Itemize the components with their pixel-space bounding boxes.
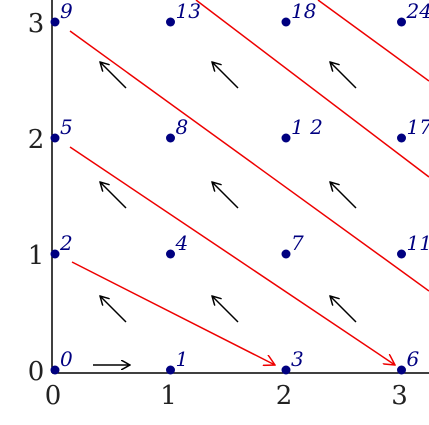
point-label: 9 bbox=[60, 0, 73, 23]
point-label: 1 bbox=[176, 347, 189, 371]
y-tick-label: 0 bbox=[28, 357, 45, 387]
black-arrows bbox=[93, 62, 357, 365]
point-label: 1 2 bbox=[291, 115, 323, 139]
y-tick-label: 1 bbox=[28, 241, 45, 271]
point-label: 2 bbox=[59, 231, 73, 255]
y-tick-label: 3 bbox=[28, 9, 45, 39]
arrow bbox=[330, 296, 357, 323]
grid-point bbox=[50, 17, 60, 27]
arrow bbox=[100, 296, 127, 323]
grid-point bbox=[281, 249, 291, 259]
grid-point bbox=[397, 133, 406, 143]
grid-point bbox=[166, 249, 175, 259]
x-tick-label: 2 bbox=[276, 381, 293, 411]
arrow bbox=[100, 62, 127, 89]
diagonal bbox=[69, 146, 395, 365]
grid-point bbox=[281, 365, 291, 375]
arrow bbox=[100, 182, 127, 209]
grid-point bbox=[281, 17, 291, 27]
x-tick-label: 0 bbox=[45, 381, 62, 411]
point-label: 4 bbox=[175, 231, 189, 255]
point-label: 5 bbox=[60, 115, 73, 139]
point-label: 11 bbox=[407, 231, 429, 255]
arrow bbox=[330, 62, 357, 89]
grid-point bbox=[281, 133, 291, 143]
x-tick-label: 1 bbox=[160, 381, 177, 411]
y-tick-label: 2 bbox=[28, 125, 45, 155]
arrow bbox=[212, 62, 239, 89]
grid-point bbox=[50, 133, 60, 143]
grid-point bbox=[166, 365, 175, 375]
point-label: 13 bbox=[176, 0, 201, 23]
grid-point bbox=[397, 365, 406, 375]
red-diagonals bbox=[69, 0, 429, 365]
axes bbox=[51, 0, 429, 374]
x-tick-label: 3 bbox=[391, 381, 408, 411]
point-label: 0 bbox=[60, 347, 73, 371]
arrow bbox=[212, 296, 239, 323]
point-label: 17 bbox=[407, 115, 429, 139]
grid-point bbox=[397, 17, 406, 27]
diagonal bbox=[317, 0, 429, 82]
diagonal bbox=[71, 261, 275, 365]
grid-point bbox=[50, 365, 60, 375]
point-label: 24 bbox=[406, 0, 429, 23]
point-label: 8 bbox=[176, 115, 189, 139]
grid-point bbox=[166, 17, 175, 27]
arrow bbox=[330, 182, 357, 209]
diagonal bbox=[69, 30, 429, 292]
points: 013624711581 2179131824 bbox=[50, 0, 429, 375]
grid-point bbox=[50, 249, 60, 259]
grid-point bbox=[397, 249, 406, 259]
point-label: 6 bbox=[407, 347, 420, 371]
point-label: 7 bbox=[291, 231, 304, 255]
point-label: 18 bbox=[291, 0, 316, 23]
arrow bbox=[212, 182, 239, 209]
point-label: 3 bbox=[291, 347, 304, 371]
diagonal bbox=[195, 0, 429, 178]
grid-point bbox=[166, 133, 175, 143]
